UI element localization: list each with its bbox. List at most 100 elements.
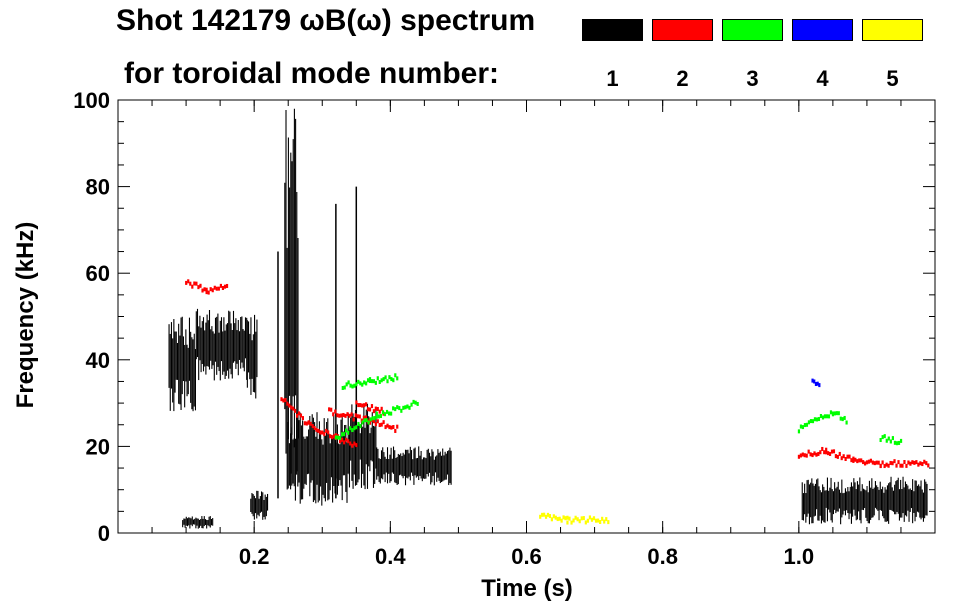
mode-2-point bbox=[827, 451, 830, 456]
mode-2-point bbox=[361, 403, 364, 408]
mode-2-point bbox=[905, 463, 908, 468]
mode-3-point bbox=[392, 406, 395, 411]
mode-1-region-2 bbox=[182, 516, 214, 529]
mode-3-point bbox=[385, 409, 389, 414]
mode-2-point bbox=[899, 463, 902, 468]
mode-3-point bbox=[893, 440, 897, 445]
legend-label-mode-2: 2 bbox=[676, 66, 689, 91]
mode-2-point bbox=[809, 452, 812, 457]
mode-2-point bbox=[362, 415, 365, 420]
mode-2-point bbox=[215, 286, 218, 291]
legend-label-mode-3: 3 bbox=[746, 66, 759, 91]
y-tick-label: 0 bbox=[98, 521, 110, 546]
mode-2-point bbox=[825, 447, 828, 452]
mode-2-point bbox=[217, 286, 220, 291]
mode-2-point bbox=[330, 435, 334, 440]
mode-3-point bbox=[394, 373, 397, 378]
mode-1-region-6 bbox=[287, 412, 350, 506]
mode-2-point bbox=[344, 413, 347, 418]
mode-3-point bbox=[382, 377, 385, 382]
mode-3-point bbox=[402, 405, 405, 410]
mode-3-point bbox=[377, 414, 380, 419]
mode-3-point bbox=[881, 435, 884, 440]
mode-2-point bbox=[797, 454, 801, 459]
mode-2-point bbox=[923, 459, 926, 464]
mode-3-point bbox=[883, 434, 886, 439]
mode-5-point bbox=[566, 515, 569, 520]
mode-5-point bbox=[576, 517, 579, 522]
mode-3-point bbox=[895, 441, 899, 446]
mode-3-point bbox=[386, 379, 389, 384]
mode-3-point bbox=[351, 384, 354, 389]
mode-2-point bbox=[893, 459, 896, 464]
mode-2-point bbox=[815, 452, 818, 457]
mode-3-point bbox=[371, 416, 374, 421]
mode-5-point bbox=[543, 512, 546, 517]
mode-5-point bbox=[584, 520, 587, 525]
mode-2-point bbox=[336, 413, 339, 418]
mode-5-point bbox=[599, 520, 602, 525]
mode-4-point bbox=[818, 383, 821, 388]
mode-3-point bbox=[400, 408, 403, 413]
mode-2-point bbox=[189, 281, 192, 286]
mode-5-point bbox=[566, 520, 569, 525]
mode-3-point bbox=[367, 420, 370, 425]
mode-2-point bbox=[376, 406, 379, 411]
mode-3-point bbox=[363, 418, 366, 423]
mode-3-point bbox=[366, 378, 370, 383]
mode-2-point bbox=[852, 458, 855, 463]
mode-3-point bbox=[349, 426, 352, 431]
mode-2-point bbox=[917, 462, 920, 467]
mode-2-point bbox=[311, 424, 314, 429]
mode-2-point bbox=[323, 432, 326, 437]
mode-2-point bbox=[925, 461, 928, 466]
mode-2-point bbox=[869, 458, 873, 463]
mode-5-point bbox=[601, 516, 604, 521]
mode-2-point bbox=[297, 411, 301, 416]
mode-2-point bbox=[927, 463, 930, 468]
mode-2-point bbox=[225, 283, 229, 288]
mode-2-point bbox=[197, 285, 200, 290]
mode-3-point bbox=[387, 411, 391, 416]
legend-label-mode-5: 5 bbox=[886, 66, 899, 91]
mode-2-point bbox=[317, 428, 320, 433]
mode-2-track-1 bbox=[280, 397, 358, 448]
mode-5-point bbox=[607, 520, 610, 525]
x-tick-label: 0.8 bbox=[647, 544, 678, 569]
mode-3-point bbox=[347, 380, 350, 385]
mode-2-point bbox=[388, 425, 391, 430]
mode-2-point bbox=[209, 287, 212, 292]
mode-2-point bbox=[919, 461, 922, 466]
mode-2-point bbox=[292, 406, 295, 411]
mode-3-point bbox=[355, 382, 358, 387]
mode-5-point bbox=[541, 512, 544, 517]
mode-2-point bbox=[883, 464, 886, 469]
mode-5-track-0 bbox=[539, 512, 610, 525]
mode-3-point bbox=[390, 377, 393, 382]
mode-2-point bbox=[834, 454, 837, 459]
mode-3-track-1 bbox=[334, 399, 419, 440]
mode-2-point bbox=[374, 406, 377, 411]
mode-2-point bbox=[897, 460, 900, 465]
mode-3-point bbox=[843, 415, 846, 420]
mode-3-point bbox=[891, 436, 894, 441]
mode-2-track-4 bbox=[797, 446, 930, 469]
mode-2-point bbox=[830, 449, 834, 454]
mode-3-point bbox=[369, 417, 372, 422]
chart-subtitle: for toroidal mode number: bbox=[124, 57, 499, 90]
mode-2-point bbox=[860, 458, 863, 463]
mode-2-point bbox=[390, 425, 393, 430]
mode-2-point bbox=[365, 402, 368, 407]
mode-2-point bbox=[288, 403, 291, 408]
mode-2-point bbox=[329, 434, 332, 439]
mode-5-point bbox=[582, 516, 585, 521]
mode-2-point bbox=[354, 413, 357, 418]
mode-1-region-4 bbox=[250, 490, 269, 520]
mode-3-point bbox=[829, 410, 833, 415]
mode-2-point bbox=[372, 419, 375, 424]
mode-2-point bbox=[372, 409, 375, 414]
mode-2-point bbox=[378, 423, 381, 428]
mode-3-point bbox=[845, 420, 848, 425]
legend-swatch-mode-5 bbox=[862, 19, 923, 41]
